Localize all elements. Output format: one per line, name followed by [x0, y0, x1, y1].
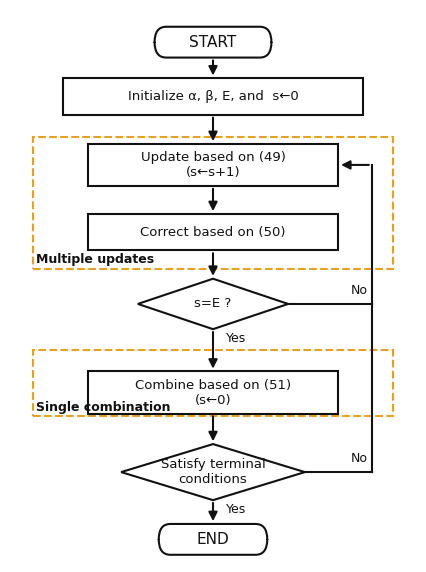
- Text: START: START: [190, 35, 236, 50]
- Bar: [88, 371, 338, 414]
- Polygon shape: [121, 444, 305, 500]
- Bar: [88, 214, 338, 251]
- Text: Single combination: Single combination: [35, 401, 170, 414]
- Text: Update based on (49)
(s←s+1): Update based on (49) (s←s+1): [141, 151, 285, 179]
- FancyBboxPatch shape: [159, 524, 267, 555]
- Text: Combine based on (51)
(s←0): Combine based on (51) (s←0): [135, 379, 291, 407]
- Text: Yes: Yes: [225, 332, 246, 345]
- Text: Multiple updates: Multiple updates: [35, 253, 154, 267]
- Bar: [88, 144, 338, 186]
- Text: END: END: [197, 532, 229, 547]
- Text: s=E ?: s=E ?: [194, 297, 232, 311]
- Text: Correct based on (50): Correct based on (50): [140, 226, 286, 239]
- Polygon shape: [138, 279, 288, 329]
- FancyBboxPatch shape: [155, 27, 271, 58]
- Text: Initialize α, β, E, and  s←0: Initialize α, β, E, and s←0: [128, 90, 298, 103]
- Bar: [63, 78, 363, 115]
- Text: Yes: Yes: [225, 503, 246, 516]
- Text: No: No: [351, 452, 368, 466]
- Text: No: No: [351, 284, 368, 297]
- Text: Satisfy terminal
conditions: Satisfy terminal conditions: [161, 458, 265, 486]
